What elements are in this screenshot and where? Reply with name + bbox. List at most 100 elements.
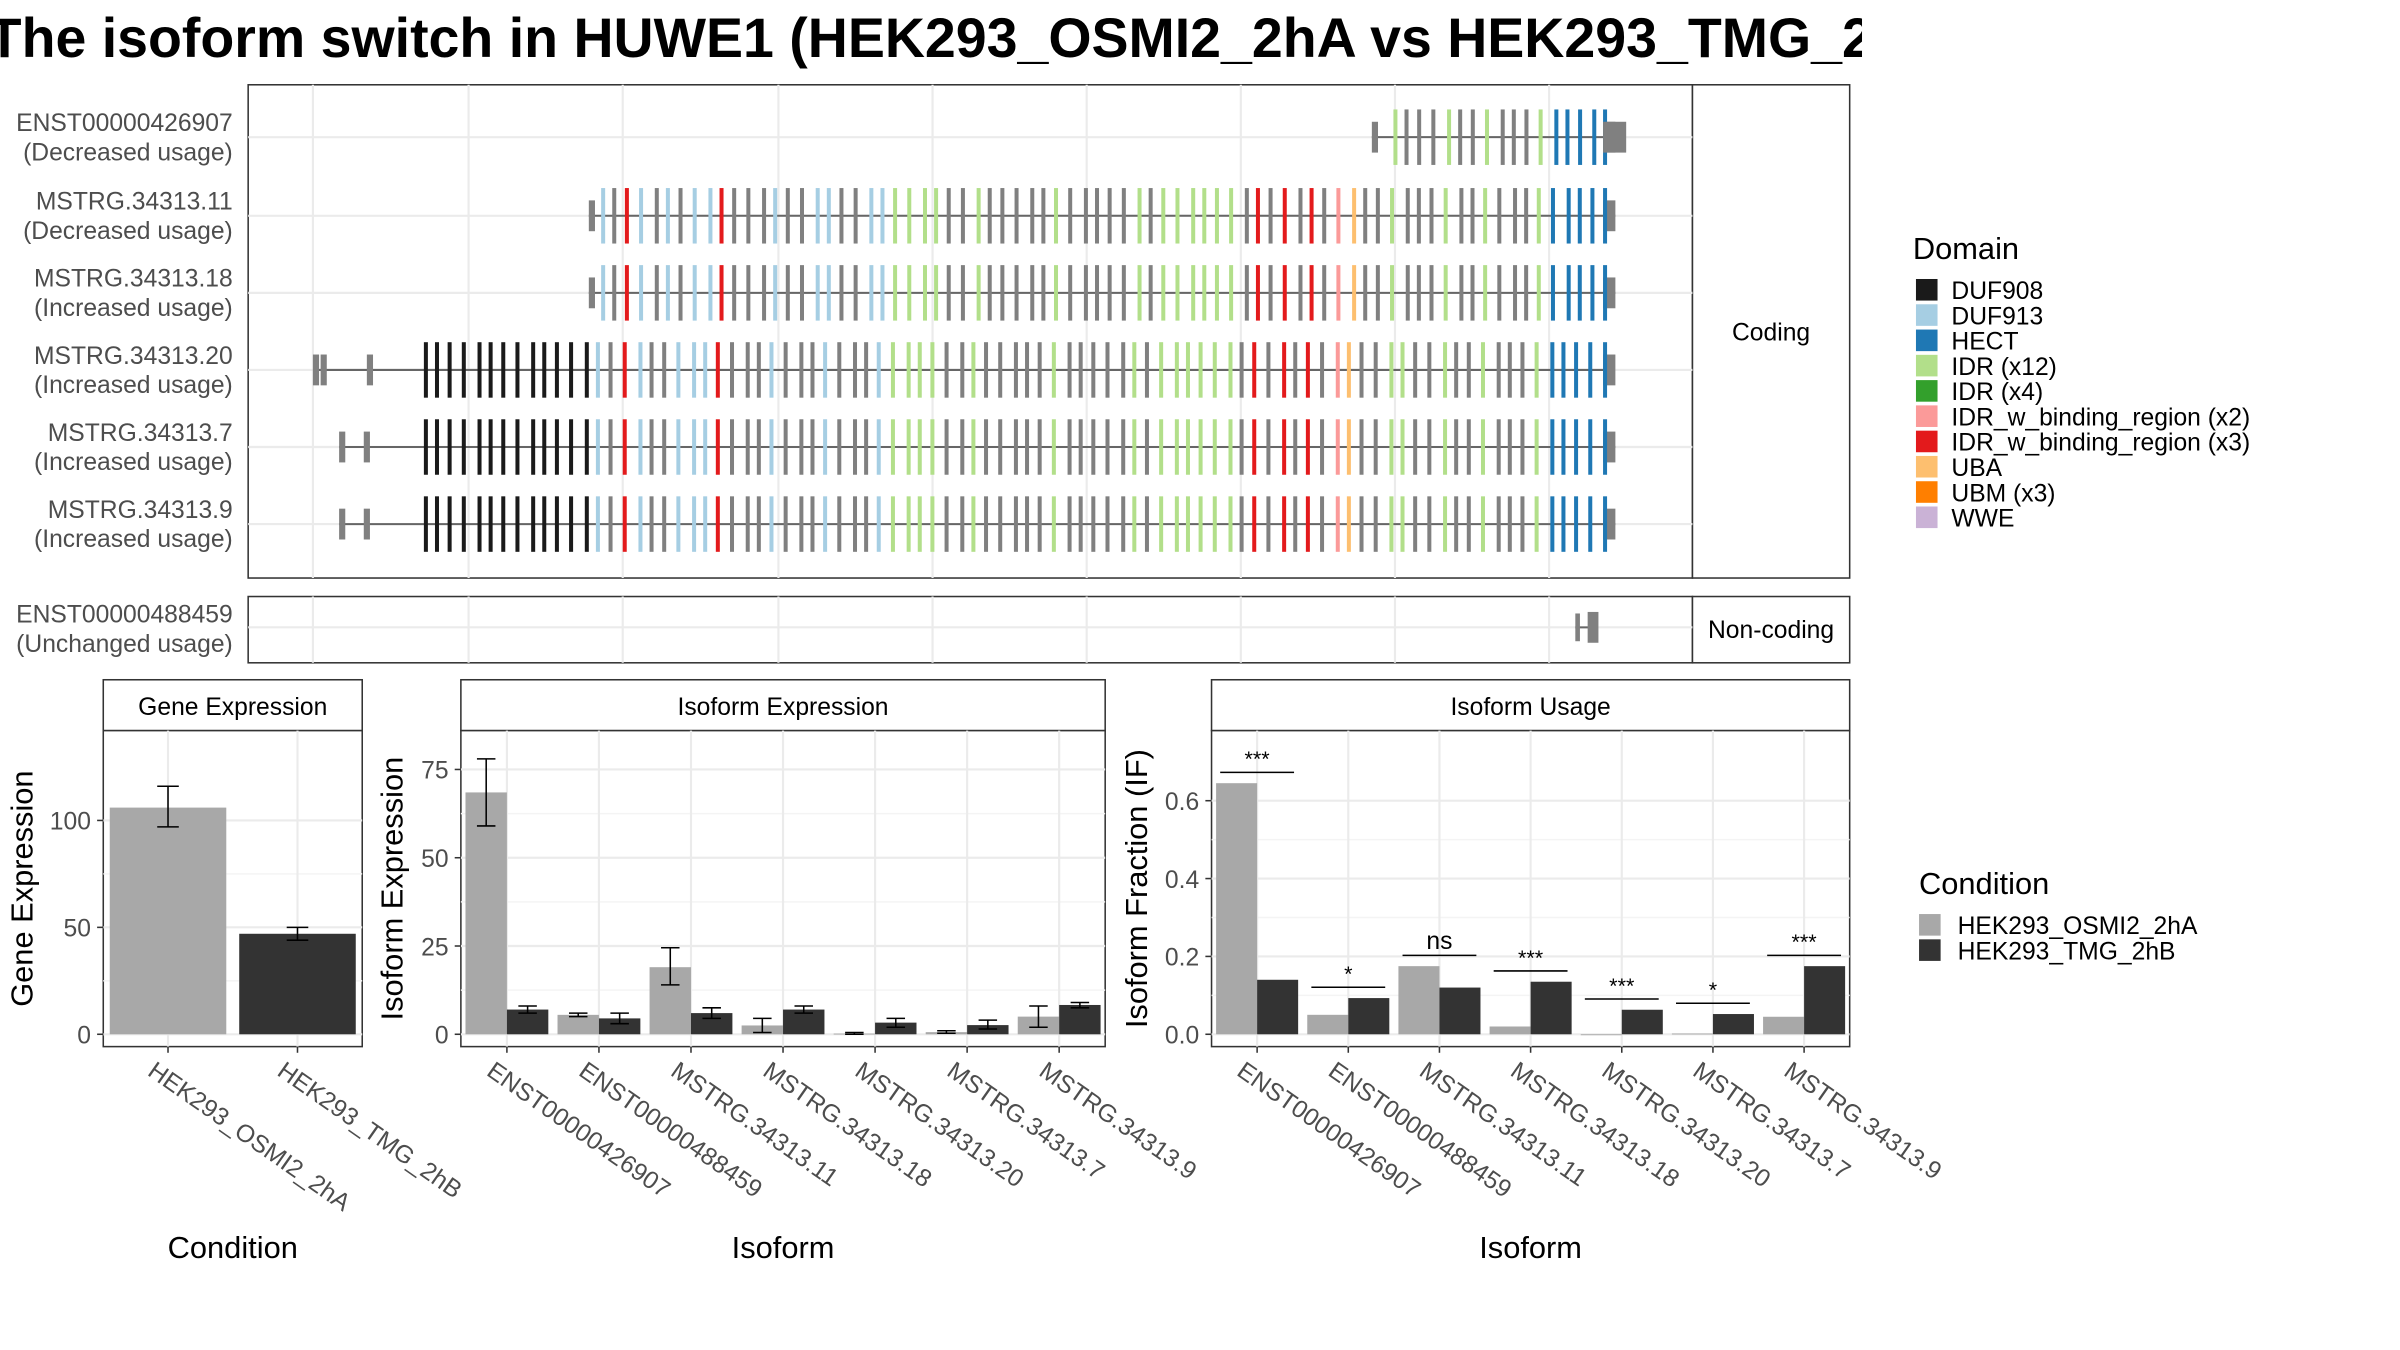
exon	[1550, 419, 1555, 475]
exon	[612, 188, 617, 244]
exon	[1416, 265, 1421, 321]
exon	[1443, 496, 1448, 552]
bar	[1398, 966, 1440, 1035]
exon	[708, 265, 713, 321]
exon	[1335, 419, 1340, 475]
exon	[434, 342, 439, 398]
exon	[601, 265, 606, 321]
exon	[1214, 188, 1219, 244]
exon	[799, 419, 804, 475]
legend-swatch	[1915, 329, 1938, 352]
y-tick-label: 75	[421, 758, 448, 785]
exon	[1228, 419, 1233, 475]
exon	[783, 342, 788, 398]
exon	[649, 419, 654, 475]
exon	[890, 419, 895, 475]
exon-utr	[312, 354, 320, 386]
exon	[1536, 188, 1541, 244]
exon	[1404, 109, 1409, 165]
y-axis-label: Isoform Fraction (IF)	[1119, 749, 1154, 1028]
exon	[1322, 188, 1327, 244]
exon	[1322, 265, 1327, 321]
exon	[601, 188, 606, 244]
exon	[665, 188, 670, 244]
exon	[984, 342, 989, 398]
y-tick-label: 100	[50, 809, 91, 836]
exon	[799, 496, 804, 552]
exon	[799, 188, 804, 244]
exon	[1202, 188, 1207, 244]
exon	[1282, 419, 1287, 475]
exon	[662, 496, 667, 552]
exon	[703, 496, 708, 552]
bar	[1804, 966, 1846, 1035]
exon	[960, 265, 965, 321]
legend-domain-label: DUF913	[1951, 303, 2043, 330]
exon	[1538, 109, 1543, 165]
legend-swatch	[1919, 939, 1941, 961]
transcript-id-label: MSTRG.34313.20	[34, 343, 233, 370]
exon	[1470, 109, 1475, 165]
panel-title: Gene Expression	[138, 694, 327, 721]
exon	[1175, 188, 1180, 244]
exon	[1013, 496, 1018, 552]
exon	[1534, 342, 1539, 398]
y-tick-label: 0.2	[1165, 945, 1199, 972]
exon	[665, 265, 670, 321]
y-axis-label: Gene Expression	[4, 770, 39, 1006]
exon	[1400, 342, 1405, 398]
exon	[676, 342, 681, 398]
exon	[488, 496, 493, 552]
exon	[1389, 496, 1394, 552]
exon	[569, 419, 574, 475]
exon	[1298, 188, 1303, 244]
exon	[1454, 342, 1459, 398]
bar	[1439, 987, 1481, 1035]
exon	[1480, 496, 1485, 552]
transcript-usage-label: (Increased usage)	[34, 449, 233, 476]
exon	[984, 419, 989, 475]
exon	[853, 188, 858, 244]
exon	[719, 188, 724, 244]
exon	[1590, 188, 1595, 244]
exon	[815, 188, 820, 244]
exon	[1309, 265, 1314, 321]
exon	[638, 419, 643, 475]
exon	[1051, 342, 1056, 398]
exon	[584, 419, 589, 475]
figure-title: The isoform switch in HUWE1 (HEK293_OSMI…	[0, 6, 1863, 70]
exon	[1511, 109, 1516, 165]
exon	[906, 342, 911, 398]
exon	[584, 342, 589, 398]
exon	[1107, 188, 1112, 244]
exon	[998, 496, 1003, 552]
exon-utr	[1603, 121, 1627, 153]
exon	[1454, 496, 1459, 552]
significance-label: ns	[1426, 928, 1452, 955]
exon	[1266, 419, 1271, 475]
exon	[638, 496, 643, 552]
exon	[1390, 188, 1395, 244]
exon	[477, 342, 482, 398]
exon	[934, 265, 939, 321]
exon	[890, 342, 895, 398]
exon	[1497, 265, 1502, 321]
exon	[488, 419, 493, 475]
exon	[839, 188, 844, 244]
exon	[1144, 419, 1149, 475]
exon	[1212, 342, 1217, 398]
exon	[1159, 496, 1164, 552]
exon	[1067, 342, 1072, 398]
y-tick-label: 0.6	[1165, 789, 1199, 816]
exon	[1429, 188, 1434, 244]
legend-domain-label: IDR (x12)	[1951, 354, 2056, 381]
exon	[1198, 496, 1203, 552]
x-tick-label: MSTRG.34313.18	[1506, 1057, 1684, 1193]
exon	[703, 342, 708, 398]
exon	[1144, 496, 1149, 552]
exon	[1603, 188, 1608, 244]
legend-condition-label: HEK293_OSMI2_2hA	[1958, 913, 2198, 940]
exon	[1603, 342, 1608, 398]
transcript-id-label: MSTRG.34313.18	[34, 266, 233, 293]
exon	[639, 188, 644, 244]
